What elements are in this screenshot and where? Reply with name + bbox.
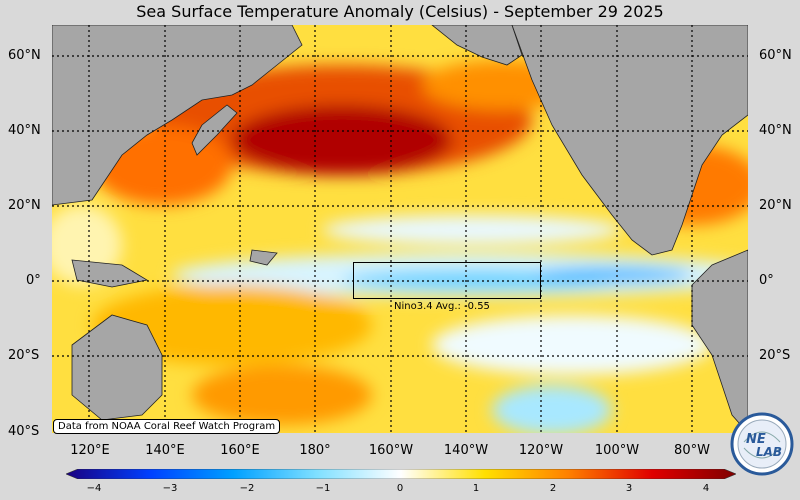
- lon-label: 180°: [299, 443, 331, 458]
- australia-landmass: [71, 314, 163, 421]
- lon-label: 100°W: [594, 443, 640, 458]
- colorbar-tick: −2: [239, 483, 255, 494]
- lat-label: 40°S: [8, 424, 40, 439]
- colorbar-tick: −3: [162, 483, 178, 494]
- lat-label-right: 40°N: [759, 123, 792, 138]
- lat-label: 0°: [26, 273, 41, 288]
- map-title: Sea Surface Temperature Anomaly (Celsius…: [136, 2, 664, 21]
- nelab-logo: NE LAB: [730, 412, 794, 476]
- lon-label: 120°E: [70, 443, 110, 458]
- lat-label: 20°S: [8, 348, 40, 363]
- lat-label: 60°N: [8, 48, 41, 63]
- lon-label: 160°E: [220, 443, 260, 458]
- japan-landmass: [191, 104, 238, 156]
- logo-text-2: LAB: [756, 445, 782, 459]
- lon-label: 120°W: [518, 443, 564, 458]
- nino34-label: Nino3.4 Avg.: -0.55: [394, 301, 490, 312]
- colorbar-tick: 3: [625, 483, 633, 494]
- lat-label-right: 60°N: [759, 48, 792, 63]
- colorbar-tick: −4: [86, 483, 102, 494]
- graticule: [52, 25, 748, 433]
- indonesia-landmass: [71, 259, 149, 288]
- map-svg: [52, 25, 748, 433]
- colorbar-gradient: [65, 468, 737, 480]
- lat-label: 40°N: [8, 123, 41, 138]
- lat-label-right: 0°: [759, 273, 774, 288]
- logo-text-1: NE: [746, 432, 766, 447]
- data-credit: Data from NOAA Coral Reef Watch Program: [53, 419, 281, 434]
- island-landmass: [249, 249, 278, 266]
- colorbar: [65, 464, 737, 480]
- alaska-landmass: [431, 25, 523, 66]
- lat-label: 20°N: [8, 198, 41, 213]
- sst-anomaly-map: [52, 25, 748, 433]
- lon-label: 160°W: [368, 443, 414, 458]
- colorbar-tick: 4: [702, 483, 710, 494]
- colorbar-tick: 2: [549, 483, 557, 494]
- colorbar-tick: 0: [396, 483, 404, 494]
- lon-label: 80°W: [674, 443, 710, 458]
- north-america-landmass: [511, 25, 748, 256]
- lat-label-right: 20°N: [759, 198, 792, 213]
- lon-label: 140°W: [443, 443, 489, 458]
- nino34-region-box: [353, 262, 541, 299]
- colorbar-tick: −1: [315, 483, 331, 494]
- lat-label-right: 20°S: [759, 348, 791, 363]
- colorbar-tick: 1: [472, 483, 480, 494]
- lon-label: 140°E: [145, 443, 185, 458]
